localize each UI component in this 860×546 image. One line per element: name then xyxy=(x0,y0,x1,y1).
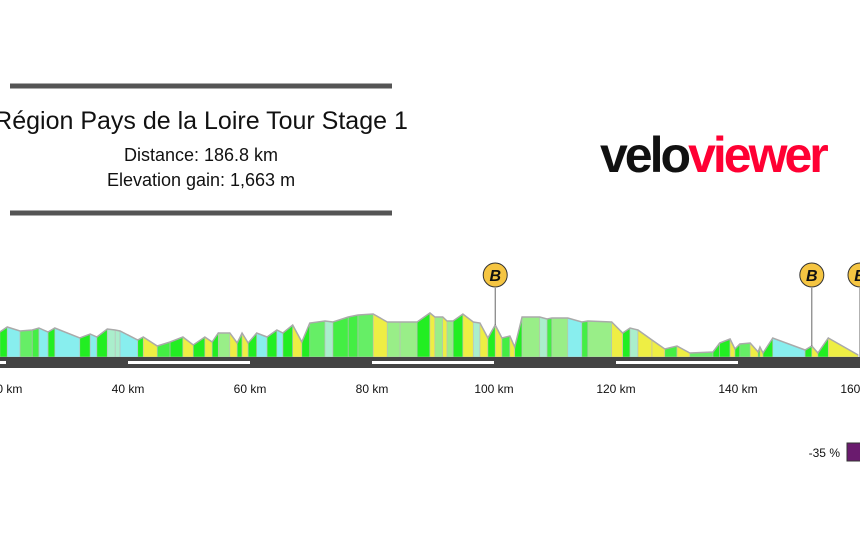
axis-stripes xyxy=(0,361,738,364)
x-tick-label: 40 km xyxy=(112,382,145,396)
profile-segment xyxy=(494,324,503,358)
profile-segment xyxy=(637,329,653,358)
sprint-marker-icon xyxy=(847,262,860,288)
profile-segment xyxy=(332,316,349,358)
x-tick-label: 60 km xyxy=(234,382,267,396)
profile-segment xyxy=(521,316,541,358)
profile-segment xyxy=(47,327,56,358)
x-tick-label: 140 km xyxy=(718,382,757,396)
profile-segment xyxy=(434,316,444,358)
profile-segment xyxy=(546,317,553,358)
profile-segment xyxy=(487,323,496,358)
axis-stripe xyxy=(616,361,738,364)
profile-segment xyxy=(229,332,238,358)
x-tick-label: 120 km xyxy=(596,382,635,396)
chart-title: Région Pays de la Loire Tour Stage 1 xyxy=(0,107,408,135)
logo-part-viewer: viewer xyxy=(688,127,828,183)
profile-segment xyxy=(479,322,489,358)
veloviewer-logo: veloviewer xyxy=(600,127,828,183)
profile-segment xyxy=(629,327,639,358)
x-tick-label: 80 km xyxy=(356,382,389,396)
profile-segment xyxy=(38,327,49,358)
profile-segment xyxy=(114,329,121,358)
profile-segment xyxy=(429,312,436,358)
profile-segment xyxy=(587,320,613,358)
profile-segment xyxy=(551,317,569,358)
marker-label: B xyxy=(854,268,860,285)
axis-stripe xyxy=(372,361,494,364)
marker-label: B xyxy=(806,268,818,285)
profile-segments xyxy=(0,312,859,358)
x-tick-label: 160 km xyxy=(840,382,860,396)
elevation-gain-text: Elevation gain: 1,663 m xyxy=(107,170,295,190)
profile-segment xyxy=(106,328,116,358)
profile-segment xyxy=(347,314,359,358)
x-axis-ticks: 20 km 40 km 60 km 80 km 100 km 120 km 140 km 16… xyxy=(0,382,860,396)
axis-stripe xyxy=(128,361,250,364)
sprint-marker-icon xyxy=(799,262,825,288)
profile-segment xyxy=(399,321,418,358)
profile-segment xyxy=(192,336,206,358)
legend-label: -35 % xyxy=(809,446,841,460)
profile-segment xyxy=(501,335,511,358)
marker-label: B xyxy=(489,268,501,285)
profile-segment xyxy=(142,336,158,358)
profile-segment xyxy=(739,342,751,358)
profile-segment xyxy=(386,321,401,358)
profile-segment xyxy=(6,326,21,358)
profile-segment xyxy=(247,332,258,358)
profile-segment xyxy=(581,320,589,358)
profile-segment xyxy=(31,327,40,358)
profile-segment xyxy=(182,336,194,358)
profile-segment xyxy=(357,313,374,358)
profile-segment xyxy=(324,320,334,358)
profile-segment xyxy=(442,316,448,358)
sprint-marker-icon xyxy=(482,262,508,288)
axis-stripe xyxy=(0,361,6,364)
distance-text: Distance: 186.8 km xyxy=(124,145,278,165)
x-tick-label: 100 km xyxy=(474,382,513,396)
profile-segment xyxy=(309,320,326,358)
profile-segment xyxy=(567,317,583,358)
profile-outline xyxy=(0,312,859,356)
legend-swatch xyxy=(846,442,860,462)
profile-segment xyxy=(416,312,431,358)
profile-segment xyxy=(472,321,481,358)
profile-segment xyxy=(19,329,33,358)
profile-segment xyxy=(276,329,284,358)
sprint-markers: BBB xyxy=(482,262,860,357)
profile-segment xyxy=(217,332,231,358)
logo-part-velo: velo xyxy=(600,127,690,183)
profile-segment xyxy=(539,316,548,358)
profile-segment xyxy=(446,320,454,358)
profile-segment xyxy=(89,333,98,358)
x-tick-label: 20 km xyxy=(0,382,22,396)
